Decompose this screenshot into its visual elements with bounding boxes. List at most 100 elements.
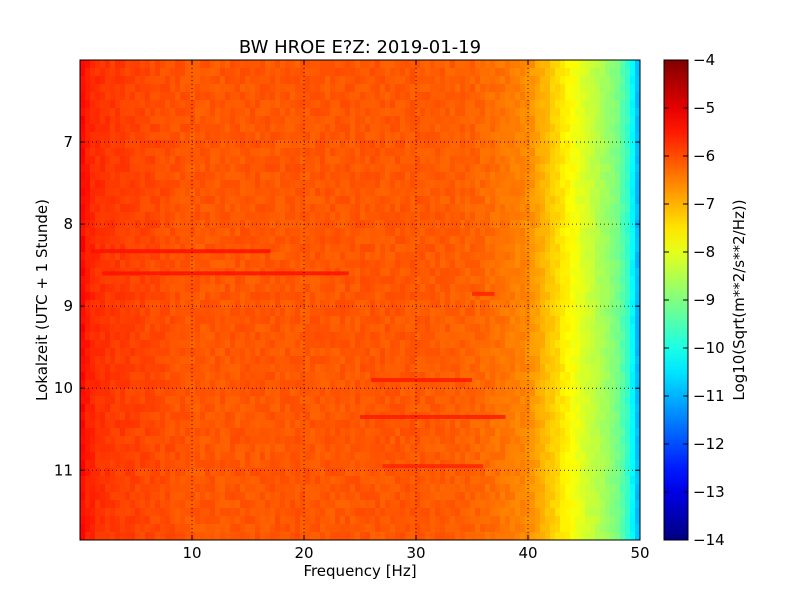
heatmap-cell: [110, 116, 116, 125]
heatmap-cell: [240, 356, 246, 365]
heatmap-cell: [380, 124, 386, 133]
heatmap-cell: [405, 388, 411, 397]
heatmap-cell: [295, 100, 301, 109]
heatmap-cell: [385, 212, 391, 221]
heatmap-cell: [405, 204, 411, 213]
heatmap-cell: [105, 508, 111, 517]
heatmap-cell: [90, 340, 96, 349]
heatmap-cell: [350, 532, 356, 540]
heatmap-cell: [425, 396, 431, 405]
heatmap-cell: [140, 316, 146, 325]
heatmap-cell: [85, 156, 91, 165]
heatmap-cell: [375, 324, 381, 333]
heatmap-cell: [115, 468, 121, 477]
heatmap-cell: [140, 132, 146, 141]
heatmap-cell: [475, 268, 481, 277]
heatmap-cell: [95, 196, 101, 205]
heatmap-cell: [355, 372, 361, 381]
heatmap-cell: [80, 252, 86, 261]
heatmap-cell: [210, 324, 216, 333]
heatmap-cell: [455, 196, 461, 205]
heatmap-cell: [310, 340, 316, 349]
heatmap-cell: [130, 484, 136, 493]
heatmap-cell: [205, 196, 211, 205]
heatmap-cell: [405, 244, 411, 253]
heatmap-cell: [385, 60, 391, 69]
heatmap-cell: [350, 92, 356, 101]
heatmap-cell: [175, 460, 181, 469]
heatmap-cell: [340, 132, 346, 141]
heatmap-cell: [180, 292, 186, 301]
heatmap-cell: [95, 284, 101, 293]
heatmap-cell: [195, 276, 201, 285]
heatmap-cell: [335, 108, 341, 117]
heatmap-cell: [230, 228, 236, 237]
heatmap-cell: [160, 300, 166, 309]
heatmap-cell: [285, 100, 291, 109]
heatmap-cell: [230, 60, 236, 69]
heatmap-cell: [495, 68, 501, 77]
heatmap-cell: [455, 452, 461, 461]
heatmap-cell: [105, 484, 111, 493]
heatmap-cell: [300, 452, 306, 461]
heatmap-cell: [295, 276, 301, 285]
heatmap-cell: [475, 500, 481, 509]
heatmap-cell: [250, 196, 256, 205]
heatmap-cell: [360, 484, 366, 493]
heatmap-cell: [350, 308, 356, 317]
heatmap-cell: [235, 84, 241, 93]
heatmap-cell: [300, 92, 306, 101]
heatmap-cell: [140, 452, 146, 461]
heatmap-cell: [140, 532, 146, 540]
heatmap-cell: [315, 68, 321, 77]
heatmap-cell: [335, 292, 341, 301]
heatmap-cell: [410, 76, 416, 85]
heatmap-cell: [485, 60, 491, 69]
heatmap-cell: [225, 300, 231, 309]
heatmap-cell: [460, 236, 466, 245]
heatmap-cell: [420, 484, 426, 493]
heatmap-cell: [305, 204, 311, 213]
heatmap-cell: [120, 348, 126, 357]
heatmap-cell: [415, 476, 421, 485]
heatmap-cell: [205, 76, 211, 85]
heatmap-cell: [210, 124, 216, 133]
heatmap-cell: [115, 60, 121, 69]
heatmap-cell: [430, 284, 436, 293]
heatmap-cell: [450, 276, 456, 285]
heatmap-cell: [260, 116, 266, 125]
heatmap-cell: [180, 140, 186, 149]
heatmap-cell: [90, 332, 96, 341]
heatmap-cell: [475, 228, 481, 237]
heatmap-cell: [335, 372, 341, 381]
heatmap-cell: [130, 364, 136, 373]
heatmap-cell: [445, 388, 451, 397]
heatmap-cell: [200, 212, 206, 221]
heatmap-cell: [135, 460, 141, 469]
heatmap-cell: [320, 364, 326, 373]
heatmap-cell: [105, 124, 111, 133]
heatmap-cell: [200, 196, 206, 205]
heatmap-cell: [375, 60, 381, 69]
heatmap-cell: [215, 404, 221, 413]
heatmap-cell: [120, 380, 126, 389]
heatmap-cell: [120, 132, 126, 141]
heatmap-cell: [265, 172, 271, 181]
heatmap-cell: [395, 316, 401, 325]
heatmap-cell: [345, 348, 351, 357]
heatmap-cell: [475, 468, 481, 477]
heatmap-cell: [125, 380, 131, 389]
heatmap-cell: [230, 332, 236, 341]
heatmap-cell: [195, 396, 201, 405]
heatmap-cell: [385, 236, 391, 245]
heatmap-cell: [80, 532, 86, 540]
heatmap-cell: [475, 332, 481, 341]
heatmap-cell: [155, 356, 161, 365]
heatmap-cell: [260, 364, 266, 373]
heatmap-cell: [345, 220, 351, 229]
heatmap-cell: [400, 148, 406, 157]
heatmap-cell: [385, 204, 391, 213]
heatmap-cell: [260, 348, 266, 357]
heatmap-cell: [110, 468, 116, 477]
heatmap-cell: [290, 356, 296, 365]
